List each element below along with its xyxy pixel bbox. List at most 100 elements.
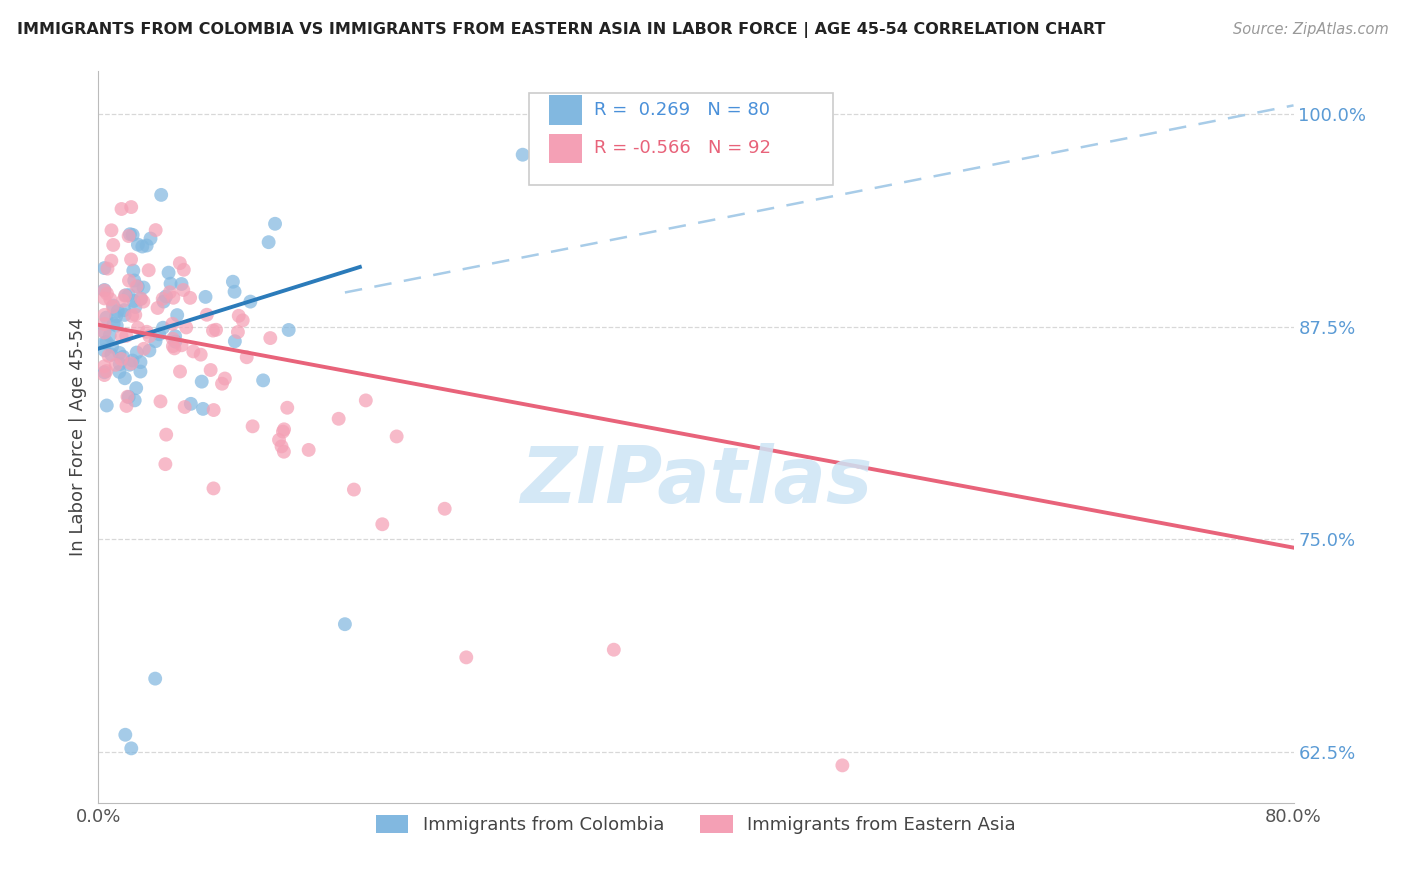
Point xyxy=(115,328,138,343)
Point xyxy=(132,342,155,356)
Point xyxy=(110,202,132,216)
Point xyxy=(138,343,160,358)
Point xyxy=(100,348,122,362)
Point xyxy=(259,331,281,345)
Point xyxy=(100,253,122,268)
Point xyxy=(129,365,152,379)
Point xyxy=(105,318,128,333)
Point xyxy=(385,429,408,443)
Point xyxy=(114,371,136,385)
Point xyxy=(190,348,212,362)
Text: R = -0.566   N = 92: R = -0.566 N = 92 xyxy=(595,139,772,157)
Point xyxy=(125,381,148,395)
Point xyxy=(527,153,550,167)
Point xyxy=(354,393,377,408)
Point xyxy=(169,256,191,270)
Point xyxy=(111,293,134,308)
Point xyxy=(205,323,228,337)
Point xyxy=(194,290,217,304)
Point xyxy=(118,288,141,302)
Point xyxy=(93,326,115,340)
Point xyxy=(242,419,264,434)
Point xyxy=(333,617,356,632)
Point xyxy=(165,329,187,343)
Point xyxy=(273,444,295,458)
Point xyxy=(108,357,131,371)
Point xyxy=(120,356,142,370)
Point xyxy=(114,728,136,742)
Point xyxy=(101,340,124,354)
Point xyxy=(172,283,194,297)
Point xyxy=(202,403,225,417)
Point xyxy=(195,308,218,322)
Point xyxy=(96,310,118,325)
Point xyxy=(127,279,149,293)
Point xyxy=(117,390,139,404)
Point xyxy=(162,291,184,305)
Point xyxy=(93,365,115,379)
Point xyxy=(228,309,250,323)
Point xyxy=(273,422,295,436)
Point xyxy=(132,280,155,294)
Point xyxy=(433,501,456,516)
FancyBboxPatch shape xyxy=(529,94,834,185)
Point xyxy=(173,262,195,277)
Point xyxy=(202,482,225,496)
Point xyxy=(96,261,118,276)
Point xyxy=(162,317,184,331)
Point xyxy=(150,187,173,202)
Point xyxy=(179,291,201,305)
Point xyxy=(108,346,131,360)
Point xyxy=(101,300,124,314)
Point xyxy=(105,310,128,324)
Point xyxy=(152,294,174,309)
Point xyxy=(264,217,287,231)
Point xyxy=(298,442,321,457)
Point xyxy=(139,231,162,245)
Point xyxy=(104,358,127,372)
Point xyxy=(114,289,136,303)
Point xyxy=(145,334,167,349)
Point xyxy=(93,284,115,298)
Point xyxy=(276,401,298,415)
Point xyxy=(98,292,121,306)
Bar xyxy=(548,95,582,125)
Point xyxy=(267,433,290,447)
Point xyxy=(93,359,115,374)
Point xyxy=(191,401,214,416)
Point xyxy=(120,252,142,267)
Point xyxy=(162,332,184,346)
Text: IMMIGRANTS FROM COLOMBIA VS IMMIGRANTS FROM EASTERN ASIA IN LABOR FORCE | AGE 45: IMMIGRANTS FROM COLOMBIA VS IMMIGRANTS F… xyxy=(17,22,1105,38)
Point xyxy=(114,288,136,302)
Point xyxy=(180,397,202,411)
Point xyxy=(239,294,262,309)
Point xyxy=(157,266,180,280)
Point xyxy=(96,286,118,301)
Point xyxy=(117,229,139,244)
Point xyxy=(115,399,138,413)
Point xyxy=(214,371,236,385)
Point xyxy=(146,301,169,315)
Point xyxy=(97,349,120,363)
Point xyxy=(138,329,160,343)
Point xyxy=(211,376,233,391)
Point xyxy=(103,299,125,313)
Point xyxy=(155,427,177,442)
Point xyxy=(155,457,177,471)
Point xyxy=(190,375,212,389)
Point xyxy=(547,149,569,163)
Point xyxy=(120,200,142,214)
Point xyxy=(222,275,245,289)
Point xyxy=(173,400,195,414)
Point xyxy=(110,351,132,366)
Point xyxy=(129,355,152,369)
Point xyxy=(112,303,135,318)
Point xyxy=(124,308,146,322)
Point xyxy=(125,279,148,293)
Text: ZIPatlas: ZIPatlas xyxy=(520,443,872,519)
Point xyxy=(125,345,148,359)
Point xyxy=(328,411,350,425)
Point xyxy=(118,227,141,242)
Point xyxy=(143,672,166,686)
Legend: Immigrants from Colombia, Immigrants from Eastern Asia: Immigrants from Colombia, Immigrants fro… xyxy=(368,808,1024,841)
